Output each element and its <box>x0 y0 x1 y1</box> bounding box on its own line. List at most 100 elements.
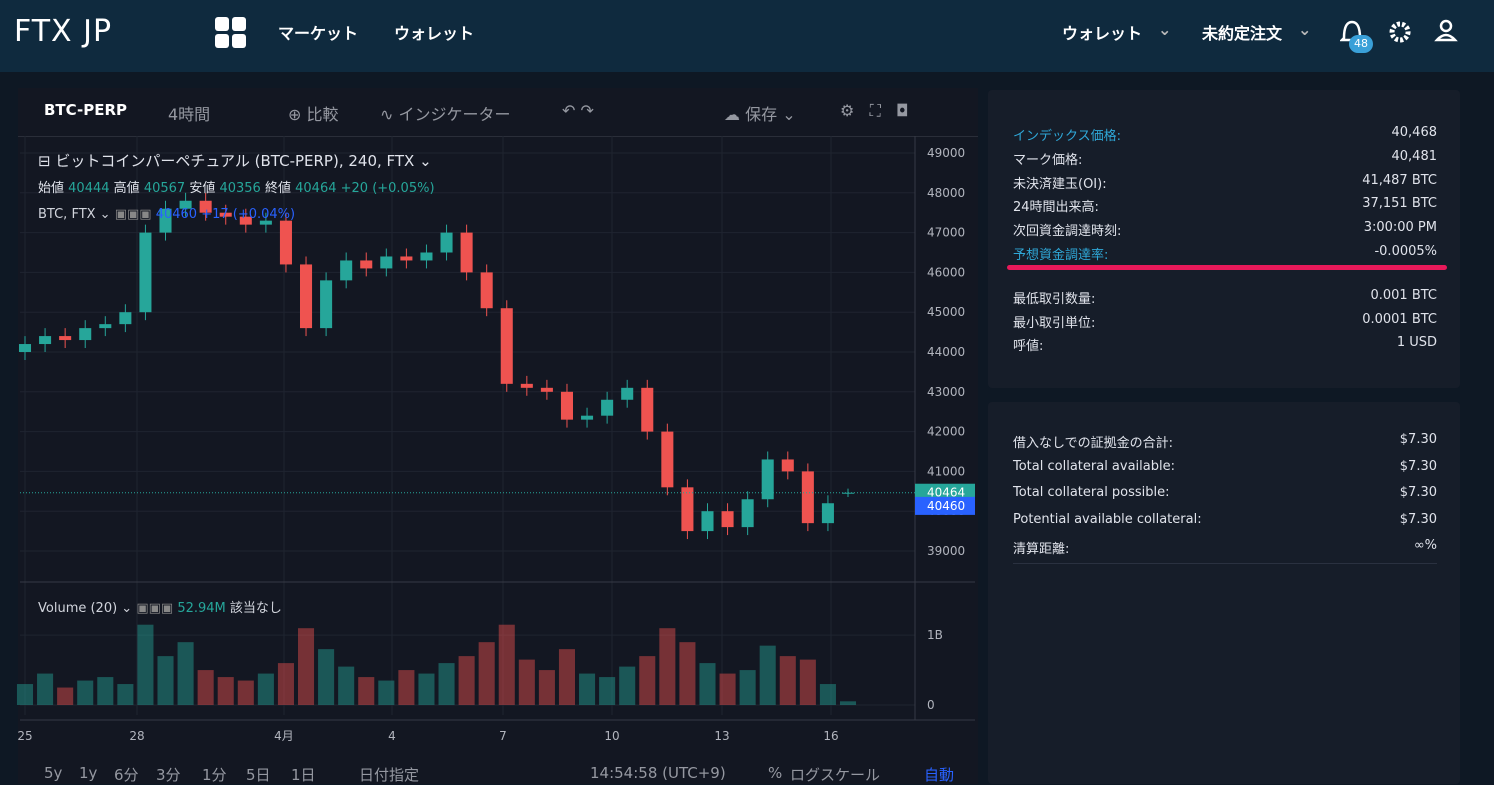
y-tick-label: 43000 <box>927 385 965 399</box>
info-value: 40,468 <box>1391 125 1438 140</box>
candle-body <box>460 232 473 273</box>
info-label: 24時間出来高: <box>1013 200 1099 216</box>
nav-menu[interactable]: ウォレット <box>1062 24 1143 43</box>
y-tick-label: 47000 <box>927 226 965 240</box>
volume-bar <box>318 649 335 705</box>
x-tick-label: 4月 <box>274 729 294 743</box>
volume-bar <box>719 673 736 705</box>
info-value: ∞% <box>1413 538 1437 553</box>
x-tick-label: 16 <box>823 729 838 743</box>
info-label: 最小取引単位: <box>1013 315 1096 331</box>
info-value: 37,151 BTC <box>1362 196 1437 212</box>
indicator-button[interactable]: ∿ インジケーター <box>380 105 511 124</box>
percent-button[interactable]: % <box>768 764 783 782</box>
legend-title-text: ビットコインパーペチュアル (BTC-PERP), 240, FTX <box>55 152 415 170</box>
range-button[interactable]: 6分 <box>114 766 139 784</box>
candle-body <box>560 391 573 420</box>
log-scale-button[interactable]: ログスケール <box>790 766 881 784</box>
candle-body <box>641 387 654 432</box>
range-button[interactable]: 1日 <box>291 766 316 784</box>
compare-button[interactable]: ⊕ 比較 <box>288 105 339 124</box>
ohlc-value: 40464 <box>295 181 337 196</box>
range-button[interactable]: 5日 <box>246 766 271 784</box>
info-value: 0.0001 BTC <box>1362 311 1437 327</box>
y-tick-label: 39000 <box>927 544 965 558</box>
candle-body <box>259 220 272 225</box>
legend-title: ⊟ ビットコインパーペチュアル (BTC-PERP), 240, FTX ⌄ <box>38 152 432 170</box>
info-label: Potential available collateral: <box>1013 511 1202 527</box>
info-value: 1 USD <box>1396 335 1437 351</box>
candle-body <box>500 308 513 384</box>
info-label: 清算距離: <box>1013 542 1070 557</box>
volume-bar <box>458 656 475 705</box>
interval[interactable]: 4時間 <box>168 105 211 124</box>
volume-bar <box>418 673 435 705</box>
chart-toolbar <box>18 88 978 137</box>
date-button[interactable]: 日付指定 <box>359 766 420 784</box>
volume-bar <box>759 645 776 705</box>
collateral-panel <box>988 402 1460 784</box>
volume-tick-label: 0 <box>927 698 935 712</box>
nav-link[interactable]: ウォレット <box>394 24 475 43</box>
y-tick-label: 45000 <box>927 305 965 319</box>
volume-bar <box>277 663 294 705</box>
y-tick-label: 44000 <box>927 345 965 359</box>
candle-body <box>219 212 232 217</box>
sub-legend-value: 40460 +17 (+0.04%) <box>155 207 296 222</box>
range-button[interactable]: 3分 <box>156 766 181 784</box>
info-value: $7.30 <box>1399 458 1437 474</box>
nav-link[interactable]: マーケット <box>278 24 359 43</box>
ohlc-label: 安値 <box>189 181 216 196</box>
volume-bar <box>839 701 857 705</box>
ohlc-change: +20 (+0.05%) <box>340 181 435 196</box>
volume-bar <box>799 659 816 705</box>
candle-body <box>761 459 774 500</box>
candle-body <box>79 328 92 341</box>
info-label: 最低取引数量: <box>1013 291 1096 307</box>
candle-body <box>39 336 52 345</box>
candle-body <box>480 272 493 309</box>
candle-body <box>199 200 212 213</box>
candle-body <box>621 387 634 400</box>
apps-icon[interactable] <box>214 16 248 50</box>
range-button[interactable]: 1y <box>79 764 98 782</box>
logo[interactable]: FTX JP <box>14 14 113 49</box>
volume-bar <box>257 673 274 705</box>
info-label: 借入なしでの証拠金の合計: <box>1013 436 1173 451</box>
info-label: Total collateral available: <box>1013 458 1175 474</box>
volume-bar <box>398 670 415 705</box>
info-label: Total collateral possible: <box>1013 485 1170 500</box>
volume-bar <box>659 628 676 705</box>
candle-body <box>99 324 112 329</box>
top-nav: FTX JP マーケット ウォレット ウォレット ⌄ 未約定注文 ⌄ 48 <box>0 0 1494 72</box>
volume-bar <box>558 649 576 705</box>
range-button[interactable]: 1分 <box>202 766 227 784</box>
candle-body <box>440 232 453 253</box>
volume-bar <box>237 680 254 705</box>
volume-tick-label: 1B <box>927 628 943 642</box>
volume-bar <box>518 659 535 705</box>
symbol[interactable]: BTC-PERP <box>44 101 128 119</box>
info-value: $7.30 <box>1399 511 1437 527</box>
x-tick-label: 28 <box>129 729 144 743</box>
range-button[interactable]: 5y <box>44 764 63 782</box>
clock[interactable]: 14:54:58 (UTC+9) <box>590 764 726 782</box>
candle-body <box>380 256 393 269</box>
nav-menu[interactable]: 未約定注文 <box>1202 24 1283 43</box>
bid-price-label: 40460 <box>927 499 965 513</box>
x-tick-label: 10 <box>604 729 619 743</box>
x-tick-label: 7 <box>499 729 507 743</box>
volume-bar <box>739 670 756 705</box>
auto-button[interactable]: 自動 <box>924 766 955 784</box>
candle-body <box>540 387 553 392</box>
save-button[interactable]: ☁ 保存 ⌄ <box>724 105 796 124</box>
volume-bar <box>779 656 796 705</box>
candle-body <box>821 503 834 524</box>
x-tick-label: 25 <box>17 729 32 743</box>
volume-bar <box>438 663 455 705</box>
ohlc-value: 40444 <box>68 181 110 196</box>
candle-body <box>520 383 533 388</box>
ohlc-label: 高値 <box>113 181 140 196</box>
